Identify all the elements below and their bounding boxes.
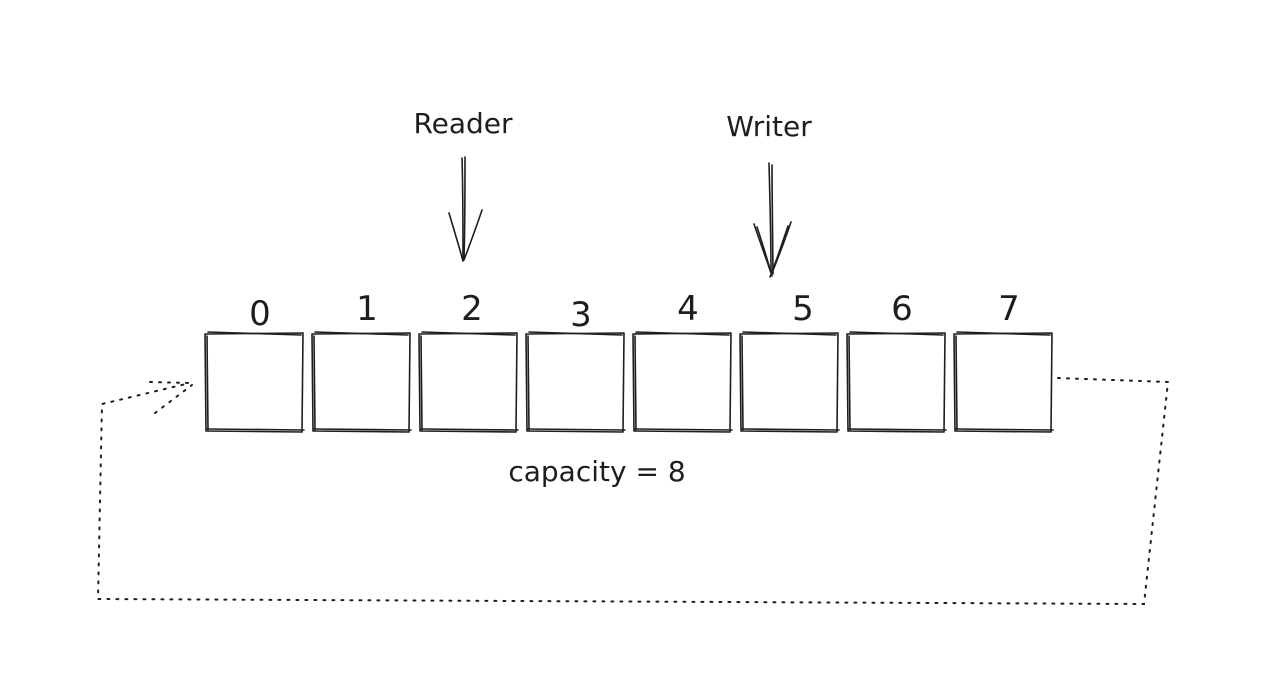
buffer-slot-4 [632, 331, 733, 433]
index-label-1: 1 [356, 289, 378, 329]
wraparound-path [96, 377, 1170, 606]
capacity-label: capacity = 8 [508, 455, 685, 488]
buffer-slot-0 [204, 331, 305, 433]
writer-pointer: Writer [726, 110, 812, 278]
index-label-2: 2 [461, 289, 483, 329]
reader-label: Reader [413, 107, 513, 140]
reader-pointer: Reader [413, 107, 513, 262]
buffer-slot-7 [953, 331, 1054, 433]
index-label-6: 6 [891, 289, 913, 329]
buffer-slot-2 [418, 331, 519, 433]
buffer-slot-1 [311, 331, 412, 433]
writer-arrow [753, 162, 792, 278]
writer-label: Writer [726, 110, 812, 143]
index-label-3: 3 [570, 295, 592, 335]
buffer-slots [204, 331, 1054, 433]
index-label-4: 4 [677, 289, 699, 329]
buffer-slot-3 [525, 331, 626, 433]
index-label-5: 5 [792, 289, 814, 329]
wraparound-loop [96, 377, 1170, 606]
index-label-0: 0 [249, 294, 271, 334]
buffer-slot-5 [739, 331, 840, 433]
reader-arrow [448, 156, 483, 262]
index-label-7: 7 [998, 289, 1020, 329]
wraparound-arrowhead-lower [154, 384, 193, 414]
wraparound-arrowhead-upper [149, 381, 191, 384]
buffer-slot-6 [846, 331, 947, 433]
index-labels: 0 1 2 3 4 5 6 7 [249, 289, 1020, 335]
